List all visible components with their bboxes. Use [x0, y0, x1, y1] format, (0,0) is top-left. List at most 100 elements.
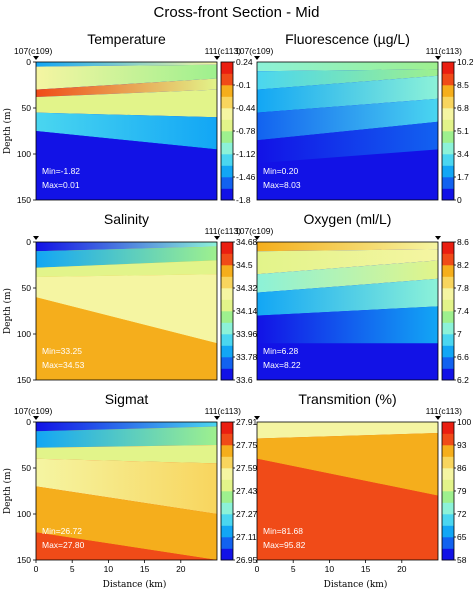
- panel-1-colorbar-label: -0.1: [236, 80, 251, 90]
- panel-4-colorbar-label: 7.8: [457, 283, 469, 293]
- panel-6-colorbar-segment: [442, 514, 454, 526]
- panel-4-colorbar-segment: [442, 288, 454, 300]
- panel-3-frame: [35, 241, 218, 381]
- panel-3-max-label: Max=34.53: [42, 360, 85, 370]
- panel-2-colorbar-segment: [442, 165, 454, 178]
- panel-5-frame: [35, 421, 218, 561]
- panel-1-colorbar-segment: [221, 142, 233, 155]
- panel-6-colorbar-segment: [442, 445, 454, 457]
- panel-5-colorbar-segment: [221, 491, 233, 503]
- panel-4-colorbar-segment: [442, 368, 454, 381]
- panel-1-colorbar-segment: [221, 73, 233, 86]
- panel-4-colorbar-label: 8.2: [457, 260, 469, 270]
- panel-6-colorbar-segment: [442, 525, 454, 538]
- panel-2-title: Fluorescence (µg/L): [285, 31, 410, 47]
- panel-2-band-3: [257, 75, 438, 113]
- panel-1-colorbar-segment: [221, 119, 233, 132]
- panel-5-band-5: [36, 486, 217, 560]
- panel-2-band-2: [257, 69, 438, 90]
- page-title: Cross-front Section - Mid: [153, 4, 320, 21]
- panel-5-colorbar-segment: [221, 514, 233, 526]
- panel-4-band-1: [257, 242, 438, 252]
- panel-5-band-4: [36, 458, 217, 514]
- panel-6-band-3: [257, 458, 438, 560]
- panel-2-colorbar-segment: [442, 119, 454, 132]
- panel-5-colorbar-segment: [221, 468, 233, 480]
- panel-5-xtick-label: 5: [70, 564, 75, 574]
- panel-2-colorbar-segment: [442, 177, 454, 189]
- panel-4-band-2: [257, 249, 438, 275]
- panel-5-colorbar-label: 26.95: [236, 555, 258, 565]
- panel-6-colorbar-segment: [442, 502, 454, 515]
- panel-6-colorbar-label: 100: [457, 417, 471, 427]
- panel-1-ytick-label: 50: [22, 103, 32, 113]
- panel-2-colorbar-segment: [442, 62, 454, 74]
- panel-3-colorbar-label: 34.14: [236, 306, 258, 316]
- panel-6-right-station-marker: [435, 416, 441, 420]
- panel-2-colorbar-label: 10.2: [457, 57, 473, 67]
- panel-5-xtick-label: 10: [104, 564, 114, 574]
- panel-6-band-2: [257, 433, 438, 496]
- panel-4-colorbar-segment: [442, 253, 454, 266]
- panel-5-colorbar-label: 27.75: [236, 440, 258, 450]
- panel-3-ylabel: Depth (m): [2, 288, 13, 334]
- panel-4-colorbar-label: 7: [457, 329, 462, 339]
- panel-4-title: Oxygen (ml/L): [304, 211, 392, 227]
- panel-2-colorbar-label: 6.8: [457, 103, 469, 113]
- panel-3-colorbar-segment: [221, 311, 233, 323]
- panel-3-colorbar-segment: [221, 299, 233, 312]
- panel-4-colorbar-segment: [442, 322, 454, 335]
- panel-2-right-station-marker: [435, 56, 441, 60]
- panel-1-colorbar-segment: [221, 154, 233, 166]
- panel-3-colorbar-label: 33.6: [236, 375, 253, 385]
- panel-6-max-label: Max=95.82: [263, 540, 306, 550]
- panel-6-xtick-label: 20: [397, 564, 407, 574]
- panel-2-frame: [256, 61, 439, 201]
- panel-4-colorbar-segment: [442, 265, 454, 277]
- panel-5-max-label: Max=27.80: [42, 540, 85, 550]
- panel-3-colorbar-label: 34.68: [236, 237, 258, 247]
- panel-5-xtick-label: 20: [176, 564, 186, 574]
- panel-5-min-label: Min=26.72: [42, 526, 82, 536]
- panel-5-colorbar-segment: [221, 525, 233, 538]
- panel-5-left-station-marker: [33, 416, 39, 420]
- panel-4-colorbar-label: 6.6: [457, 352, 469, 362]
- panel-6-colorbar-segment: [442, 422, 454, 434]
- panel-1-colorbar-segment: [221, 188, 233, 201]
- panel-4-colorbar-segment: [442, 334, 454, 346]
- panel-4-band-5: [257, 306, 438, 344]
- panel-3-ytick-label: 150: [17, 375, 31, 385]
- panel-6-left-station-marker: [254, 416, 260, 420]
- panel-5-xlabel: Distance (km): [103, 579, 167, 590]
- panel-6-colorbar-segment: [442, 548, 454, 561]
- panel-5-xtick-label: 15: [140, 564, 150, 574]
- panel-2-colorbar-segment: [442, 73, 454, 86]
- panel-6-colorbar-label: 79: [457, 486, 467, 496]
- panel-5-colorbar-segment: [221, 548, 233, 561]
- panel-2-band-5: [257, 121, 438, 164]
- panel-1-ytick-label: 150: [17, 195, 31, 205]
- panel-3-colorbar-segment: [221, 276, 233, 289]
- panel-2-station-right: 111(c113): [426, 46, 463, 56]
- panel-1-title: Temperature: [87, 31, 166, 47]
- panel-2-max-label: Max=8.03: [263, 180, 301, 190]
- panel-5-colorbar-segment: [221, 537, 233, 549]
- panel-6-frame: [256, 421, 439, 561]
- panel-6-colorbar-segment: [442, 479, 454, 492]
- panel-6-station-right: 111(c113): [426, 406, 463, 416]
- panel-1-colorbar-label: 0.24: [236, 57, 253, 67]
- panel-2-colorbar-label: 1.7: [457, 172, 469, 182]
- panel-3-colorbar-segment: [221, 368, 233, 381]
- panel-3-title: Salinity: [104, 211, 149, 227]
- panel-1-ytick-label: 0: [26, 57, 31, 67]
- panel-6-band-1: [257, 422, 438, 439]
- panel-1-colorbar-segment: [221, 165, 233, 178]
- panel-3-band-2: [36, 246, 217, 268]
- panel-4-colorbar-label: 6.2: [457, 375, 469, 385]
- panel-1-band-1: [36, 62, 217, 67]
- panel-3-band-5: [36, 297, 217, 380]
- panel-4-colorbar-segment: [442, 276, 454, 289]
- panel-2-colorbar-segment: [442, 142, 454, 155]
- panel-2-colorbar-label: 3.4: [457, 149, 469, 159]
